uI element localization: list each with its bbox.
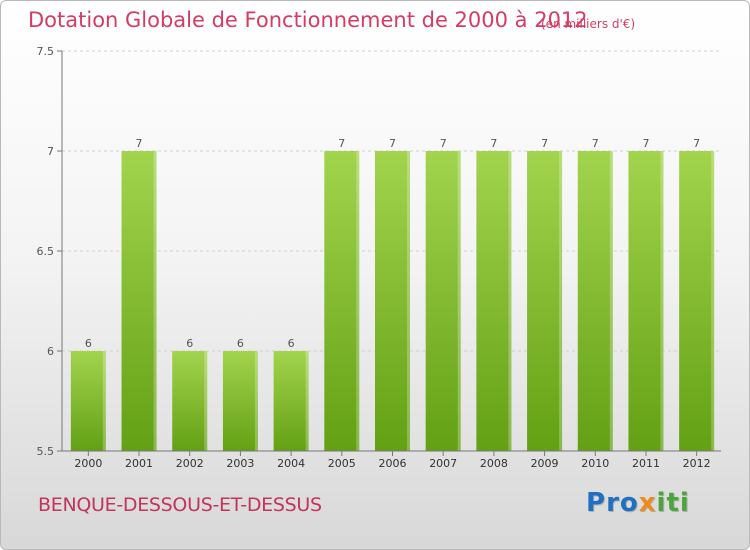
- bar-highlight: [508, 151, 512, 451]
- bar-2010: [577, 151, 613, 451]
- logo-letter: x: [638, 488, 657, 518]
- data-label: 7: [541, 137, 548, 150]
- x-tick-label: 2009: [531, 457, 559, 470]
- bar-2003: [222, 351, 258, 451]
- x-tick-label: 2011: [632, 457, 660, 470]
- x-tick-label: 2000: [74, 457, 102, 470]
- data-label: 7: [136, 137, 143, 150]
- bar-highlight: [660, 151, 664, 451]
- x-tick-label: 2012: [683, 457, 711, 470]
- data-label: 6: [85, 337, 92, 350]
- bar-2007: [425, 151, 461, 451]
- commune-name: BENQUE-DESSOUS-ET-DESSUS: [38, 494, 322, 516]
- x-tick-label: 2007: [429, 457, 457, 470]
- bar-2001: [121, 151, 157, 451]
- bar-2005: [324, 151, 360, 451]
- logo-letter: r: [606, 488, 620, 518]
- bar-2011: [628, 151, 664, 451]
- bar-2006: [375, 151, 410, 451]
- bar-highlight: [559, 151, 563, 451]
- x-tick-label: 2001: [125, 457, 153, 470]
- data-label: 7: [490, 137, 497, 150]
- bar-highlight: [204, 351, 208, 451]
- y-tick-label: 7: [47, 145, 54, 158]
- data-label: 7: [642, 137, 649, 150]
- bar-highlight: [305, 351, 309, 451]
- data-label: 7: [389, 137, 396, 150]
- data-label: 6: [288, 337, 295, 350]
- bar-highlight: [356, 151, 360, 451]
- chart-subtitle: (en milliers d'€): [541, 17, 636, 31]
- y-tick-label: 7.5: [37, 45, 55, 58]
- x-tick-label: 2006: [379, 457, 407, 470]
- bar-highlight: [254, 351, 258, 451]
- bar-highlight: [609, 151, 613, 451]
- bar-2002: [172, 351, 208, 451]
- data-label: 6: [186, 337, 193, 350]
- y-tick-label: 6.5: [37, 245, 55, 258]
- logo-letter: o: [619, 488, 639, 518]
- bar-2009: [527, 151, 563, 451]
- data-label: 7: [338, 137, 345, 150]
- chart-title: Dotation Globale de Fonctionnement de 20…: [28, 8, 588, 32]
- x-tick-label: 2003: [226, 457, 254, 470]
- x-tick-label: 2005: [328, 457, 356, 470]
- x-tick-label: 2010: [581, 457, 609, 470]
- bar-2012: [679, 151, 715, 451]
- logo-letter: t: [666, 488, 680, 518]
- logo-letter: i: [679, 488, 690, 518]
- data-label: 7: [592, 137, 599, 150]
- bar-highlight: [102, 351, 106, 451]
- x-tick-label: 2004: [277, 457, 305, 470]
- logo-letter: P: [586, 488, 607, 518]
- x-tick-label: 2002: [176, 457, 204, 470]
- bar-highlight: [457, 151, 461, 451]
- data-label: 7: [440, 137, 447, 150]
- bar-2004: [273, 351, 309, 451]
- proxiti-logo: Proxiti: [586, 488, 690, 518]
- data-label: 6: [237, 337, 244, 350]
- bar-2008: [476, 151, 512, 451]
- y-tick-label: 5.5: [37, 445, 55, 458]
- y-tick-label: 6: [47, 345, 54, 358]
- bar-2000: [70, 351, 106, 451]
- bar-highlight: [153, 151, 157, 451]
- logo-letter: i: [656, 488, 667, 518]
- data-label: 7: [693, 137, 700, 150]
- bar-highlight: [711, 151, 715, 451]
- x-tick-label: 2008: [480, 457, 508, 470]
- bar-highlight: [407, 151, 410, 451]
